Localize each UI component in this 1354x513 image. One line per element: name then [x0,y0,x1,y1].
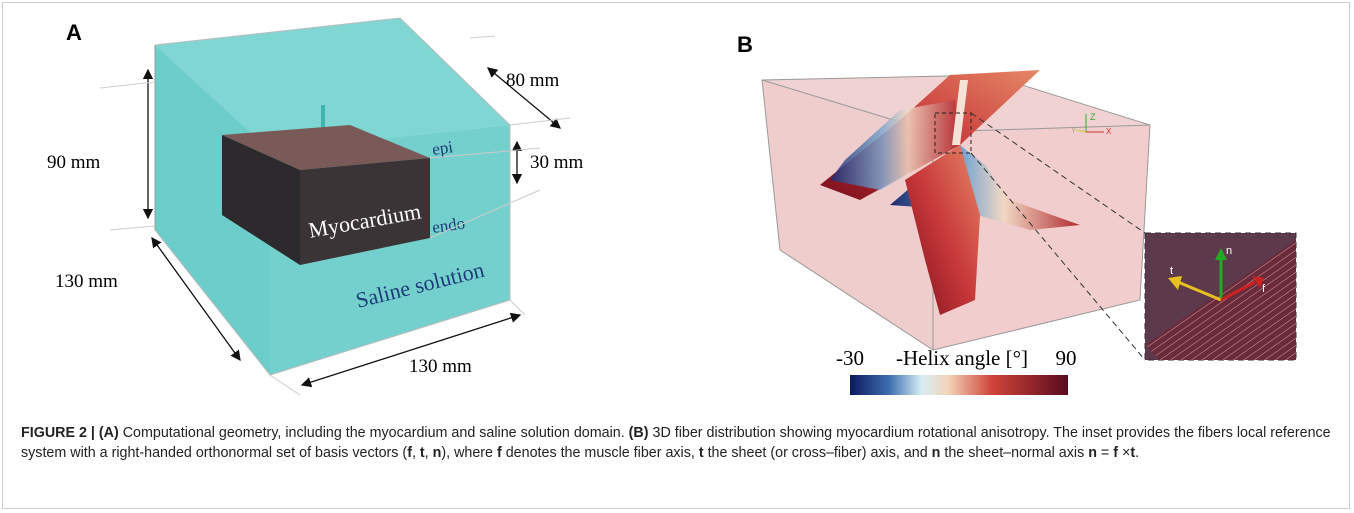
caption-text: the sheet (or cross–fiber) axis, and [704,445,932,461]
colorbar [850,375,1068,395]
caption-bold: (B) [629,425,649,441]
caption-text: , [425,445,433,461]
dim-label: 130 mm [409,356,472,377]
dim-label: 80 mm [506,70,560,91]
dim-label: 30 mm [530,152,584,173]
caption-text: denotes the muscle fiber axis, [502,445,699,461]
panel-label: B [737,32,753,57]
panel-label: A [66,20,82,45]
colorbar-max: 90 [1056,346,1077,370]
inset-label: n [1226,245,1232,257]
caption-text: , [412,445,420,461]
inset-label: t [1170,265,1173,277]
colorbar-title: -Helix angle [°] [896,346,1028,370]
caption-bold: n [1088,445,1097,461]
caption-text: Computational geometry, including the my… [119,425,629,441]
colorbar-min: -30 [836,346,864,370]
caption-text: = [1097,445,1113,461]
dim-label: 90 mm [47,152,101,173]
caption: FIGURE 2 | (A) Computational geometry, i… [21,423,1336,463]
caption-text: × [1118,445,1130,461]
inset [1145,233,1296,360]
caption-text: ), where [441,445,497,461]
axis-label: X [1106,127,1112,136]
axis-label: Y [1071,126,1077,135]
caption-text: . [1135,445,1139,461]
caption-bold: FIGURE 2 | (A) [21,425,119,441]
figure: A Myocardium epi endo Saline solution 90… [0,0,1354,410]
dim-label: 130 mm [55,271,118,292]
axis-label: Z [1090,112,1096,122]
caption-text: the sheet–normal axis [940,445,1088,461]
